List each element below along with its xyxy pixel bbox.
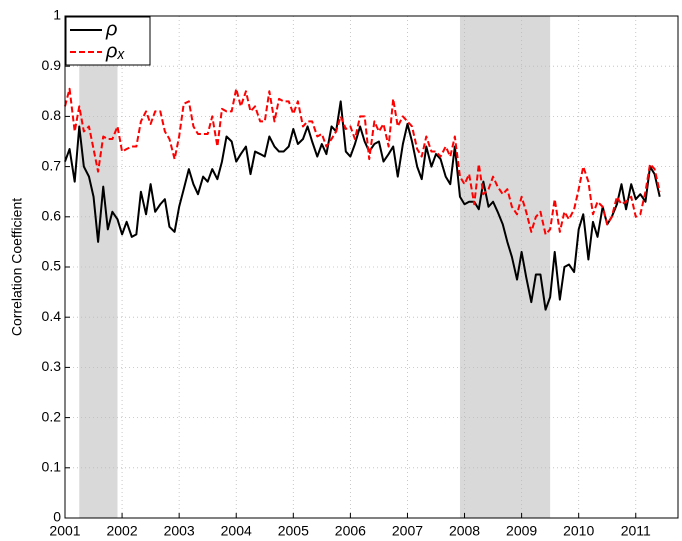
y-tick-label: 0.2 [42, 408, 62, 424]
series-line [64, 100, 661, 311]
y-tick-label: 0.5 [42, 258, 62, 274]
x-tick-label: 2002 [106, 523, 137, 539]
series-line [64, 87, 661, 236]
y-tick-label: 0.6 [42, 208, 62, 224]
legend-label: ρₓ [105, 40, 125, 62]
x-tick-label: 2006 [335, 523, 366, 539]
y-tick-label: 0.1 [42, 459, 62, 475]
x-tick-label: 2009 [506, 523, 537, 539]
plot-frame [64, 15, 679, 519]
y-tick-label: 0.7 [42, 157, 62, 173]
x-tick-label: 2010 [563, 523, 594, 539]
x-tick-label: 2003 [164, 523, 195, 539]
x-tick-label: 2007 [392, 523, 423, 539]
x-tick-label: 2004 [221, 523, 252, 539]
x-tick-label: 2005 [278, 523, 309, 539]
y-tick-label: 0.4 [42, 308, 62, 324]
x-tick-label: 2008 [449, 523, 480, 539]
y-tick-label: 0.8 [42, 107, 62, 123]
y-tick-label: 0.3 [42, 358, 62, 374]
y-tick-label: 0 [53, 509, 61, 525]
y-tick-label: 0.9 [42, 57, 62, 73]
x-tick-label: 2011 [621, 523, 651, 539]
y-axis-label: Correlation Coefficient [9, 198, 25, 336]
legend-label: ρ [105, 18, 117, 40]
x-tick-label: 2001 [49, 523, 80, 539]
legend-box [65, 16, 151, 66]
y-tick-label: 1 [53, 7, 61, 23]
